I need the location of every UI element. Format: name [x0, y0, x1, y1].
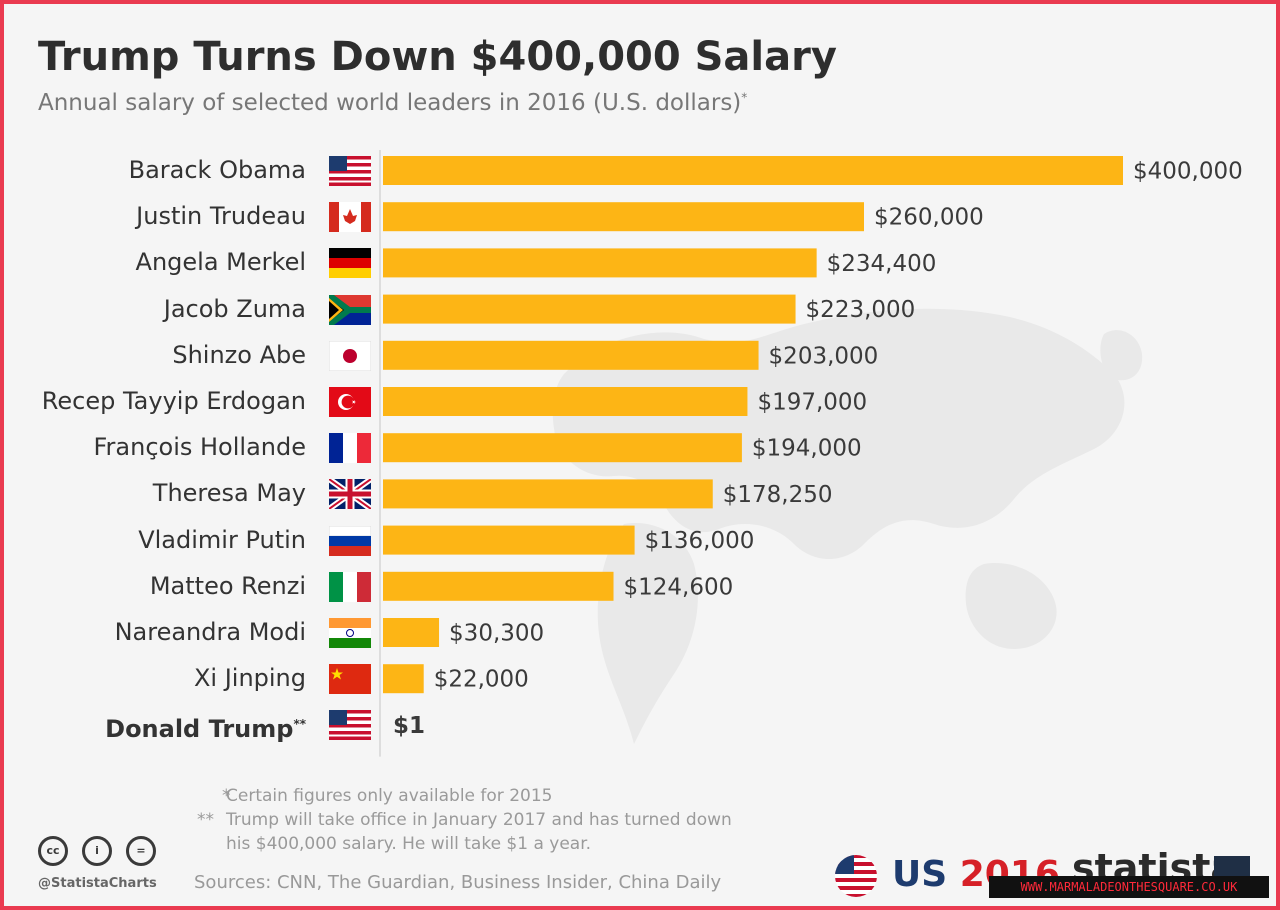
category-label: Jacob Zuma [164, 294, 306, 324]
attribution-icon: i [82, 836, 112, 866]
category-name: Justin Trudeau [136, 202, 306, 231]
bar-value-label: $136,000 [645, 528, 755, 554]
japan-flag-icon [329, 340, 371, 371]
bar [383, 387, 748, 416]
sources-note: Sources: CNN, The Guardian, Business Ins… [194, 872, 722, 893]
bar-value-label: $203,000 [769, 343, 879, 369]
bar-value-label: $260,000 [874, 205, 984, 231]
south-africa-flag-icon [329, 294, 371, 325]
category-label: Angela Merkel [136, 247, 306, 277]
india-flag-icon [329, 618, 371, 648]
watermark-text: WWW.MARMALADEONTHESQUARE.CO.UK [989, 876, 1269, 898]
bar [383, 433, 742, 463]
category-label: Nareandra Modi [115, 617, 306, 647]
category-name: Jacob Zuma [163, 294, 306, 323]
us-flag-icon [329, 156, 371, 186]
statista-handle: @StatistaCharts [38, 876, 157, 891]
germany-flag-icon [329, 248, 371, 279]
bar [383, 156, 1123, 185]
chart-subtitle: Annual salary of selected world leaders … [38, 90, 748, 116]
bar [383, 248, 817, 278]
uk-flag-icon [329, 479, 371, 510]
bar-value-label: $197,000 [757, 390, 867, 416]
bar-value-label: $30,300 [449, 621, 544, 647]
china-flag-icon [329, 664, 371, 695]
category-name: Nareandra Modi [114, 618, 306, 646]
cc-icon: cc [38, 836, 68, 866]
bar-value-label: $178,250 [723, 482, 833, 508]
no-derivatives-icon: = [126, 836, 156, 866]
bar-value-label: $234,400 [827, 251, 937, 277]
category-name: Barack Obama [128, 156, 306, 184]
category-name: François Hollande [93, 433, 306, 462]
category-name: Xi Jinping [193, 664, 306, 693]
france-flag-icon [329, 433, 371, 464]
bar [383, 294, 796, 324]
subtitle-footnote-mark: * [741, 90, 748, 105]
category-label: Matteo Renzi [150, 571, 306, 601]
category-name: Shinzo Abe [172, 340, 306, 369]
bar-chart: $400,000 $260,000 $234,400 $223,000 $203,000… [379, 150, 1243, 757]
footnote-star-text: Certain figures only available for 2015 [226, 786, 553, 806]
chart-title: Trump Turns Down $400,000 Salary [38, 34, 837, 80]
bar [383, 479, 713, 509]
category-label: Shinzo Abe [172, 340, 306, 370]
footnote-double-text-line1: Trump will take office in January 2017 a… [226, 810, 732, 830]
bar-value-label: $194,000 [752, 436, 862, 462]
category-label: Theresa May [153, 478, 306, 508]
category-name: Matteo Renzi [149, 571, 306, 600]
category-footnote-mark: ** [293, 717, 306, 732]
us-flag-icon [329, 710, 371, 741]
bar [383, 618, 440, 647]
bar-value-label: $22,000 [434, 667, 529, 693]
bar-value-label: $400,000 [1133, 159, 1243, 185]
category-label: François Hollande [93, 432, 306, 462]
category-name: Angela Merkel [135, 248, 306, 277]
category-label: Justin Trudeau [136, 201, 306, 231]
russia-flag-icon [329, 525, 371, 556]
category-label: Donald Trump** [105, 709, 306, 743]
bar [383, 340, 759, 370]
footnote-double-text-line2: his $400,000 salary. He will take $1 a y… [226, 834, 592, 854]
category-label: Vladimir Putin [138, 525, 306, 555]
bar [383, 525, 635, 555]
bar-value-label: $124,600 [624, 574, 734, 600]
us-circle-flag-icon [835, 855, 877, 897]
category-name: Recep Tayyip Erdogan [41, 387, 306, 415]
category-label: Xi Jinping [194, 663, 306, 693]
bar-value-label: $223,000 [806, 297, 916, 323]
canada-flag-icon [329, 202, 371, 233]
bar [383, 571, 614, 601]
category-name: Vladimir Putin [138, 525, 306, 554]
bar-value-label: $1 [393, 713, 425, 739]
category-label: Recep Tayyip Erdogan [42, 386, 306, 416]
turkey-flag-icon [329, 387, 371, 417]
category-name: Theresa May [152, 479, 306, 508]
category-name: Donald Trump [105, 715, 294, 744]
footnote-star-mark: * [222, 786, 231, 806]
footnote-double-mark: ** [197, 810, 214, 830]
category-label: Barack Obama [129, 155, 306, 185]
bar [383, 202, 864, 232]
italy-flag-icon [329, 571, 371, 602]
bar [383, 664, 424, 694]
